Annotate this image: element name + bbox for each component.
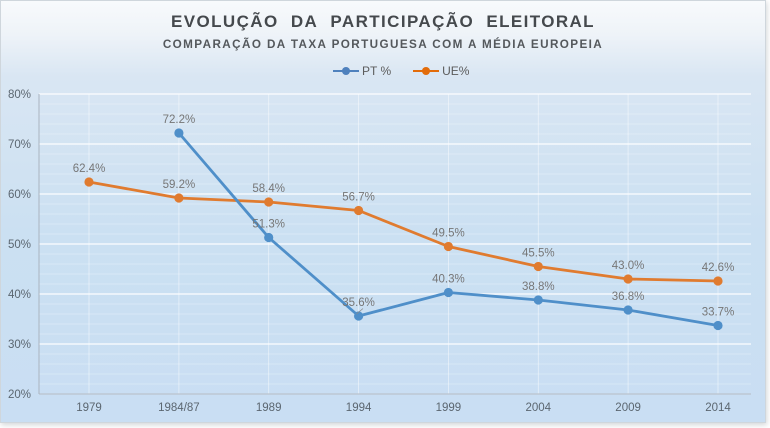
svg-text:30%: 30% xyxy=(8,339,31,351)
svg-text:72.2%: 72.2% xyxy=(163,114,196,126)
svg-text:1984/87: 1984/87 xyxy=(158,402,200,414)
svg-text:40%: 40% xyxy=(8,289,31,301)
svg-text:2009: 2009 xyxy=(615,402,641,414)
svg-text:2014: 2014 xyxy=(705,402,731,414)
svg-text:42.6%: 42.6% xyxy=(702,262,735,274)
svg-text:62.4%: 62.4% xyxy=(73,163,106,175)
svg-text:33.7%: 33.7% xyxy=(702,307,735,319)
svg-text:80%: 80% xyxy=(8,89,31,101)
svg-text:50%: 50% xyxy=(8,239,31,251)
svg-text:43.0%: 43.0% xyxy=(612,260,645,272)
svg-text:56.7%: 56.7% xyxy=(342,192,375,204)
svg-text:38.8%: 38.8% xyxy=(522,281,555,293)
svg-text:20%: 20% xyxy=(8,389,31,401)
svg-text:2004: 2004 xyxy=(526,402,552,414)
svg-text:59.2%: 59.2% xyxy=(163,179,196,191)
svg-text:49.5%: 49.5% xyxy=(432,228,465,240)
svg-text:36.8%: 36.8% xyxy=(612,291,645,303)
svg-text:1989: 1989 xyxy=(256,402,282,414)
svg-text:70%: 70% xyxy=(8,139,31,151)
svg-text:60%: 60% xyxy=(8,189,31,201)
svg-text:1999: 1999 xyxy=(436,402,462,414)
svg-text:58.4%: 58.4% xyxy=(252,183,285,195)
svg-text:45.5%: 45.5% xyxy=(522,248,555,260)
svg-text:1994: 1994 xyxy=(346,402,372,414)
svg-text:1979: 1979 xyxy=(76,402,102,414)
svg-text:40.3%: 40.3% xyxy=(432,274,465,286)
svg-text:35.6%: 35.6% xyxy=(342,297,375,309)
svg-text:51.3%: 51.3% xyxy=(252,219,285,231)
